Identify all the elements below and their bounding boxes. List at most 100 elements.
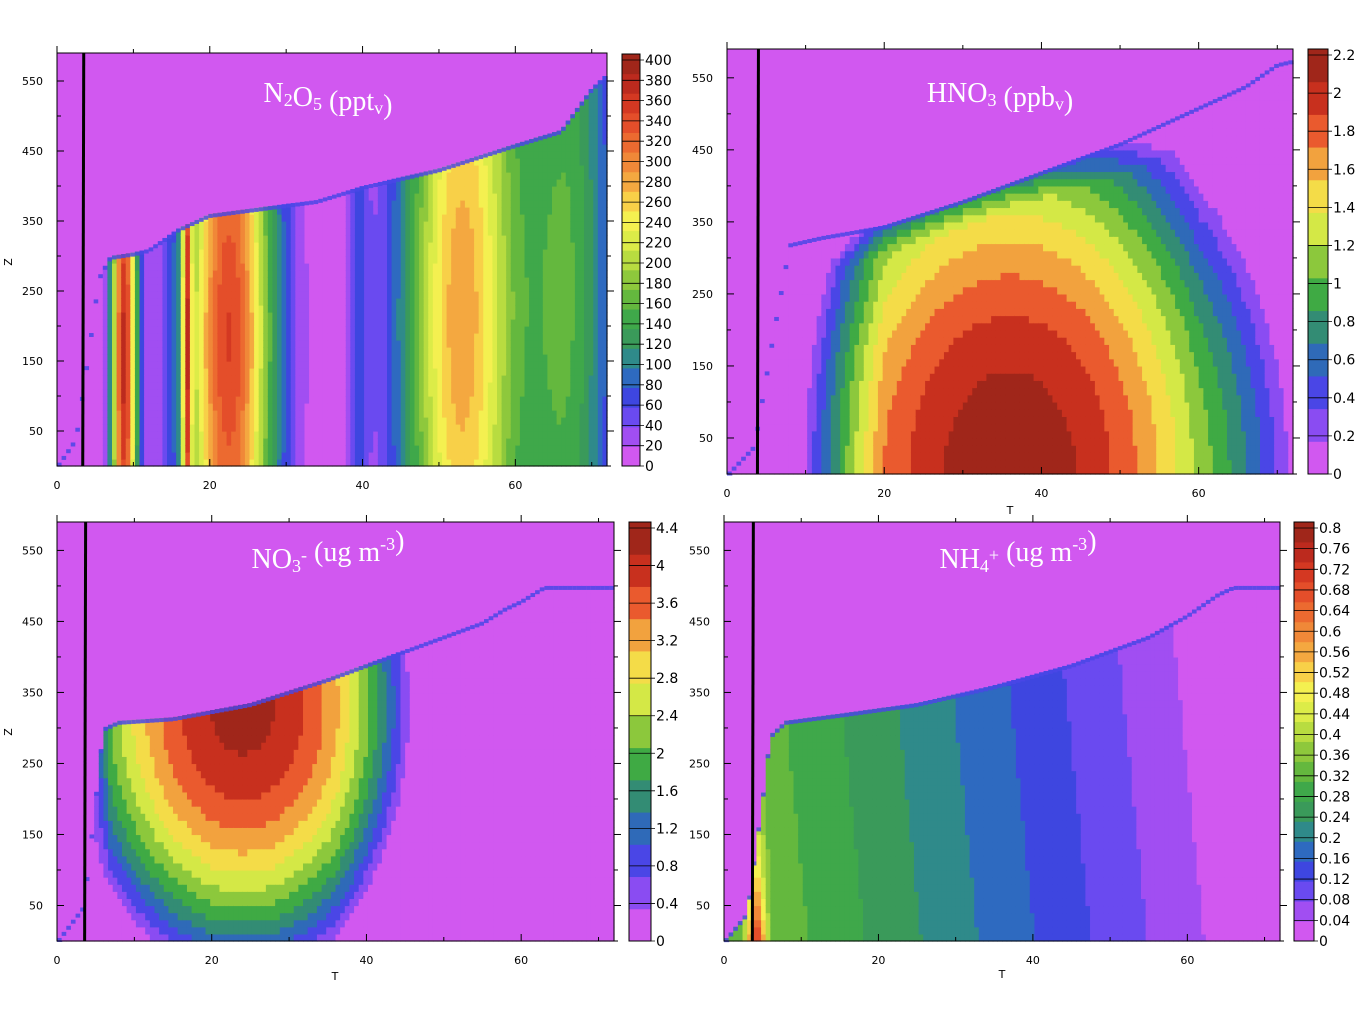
heatmap-cell (602, 368, 608, 376)
heatmap-cell (180, 298, 186, 306)
heatmap-cell (263, 375, 269, 383)
heatmap-cell (199, 291, 205, 299)
heatmap-cell (451, 214, 457, 222)
heatmap-cell (515, 235, 521, 243)
heatmap-cell (437, 284, 443, 292)
heatmap-cell (373, 221, 379, 229)
heatmap-cell (464, 382, 471, 390)
heatmap-cell (212, 452, 219, 460)
heatmap-cell (350, 410, 356, 418)
heatmap-cell (295, 305, 301, 313)
heatmap-cell (446, 410, 452, 418)
heatmap-cell (497, 228, 503, 236)
heatmap-cell (167, 354, 173, 362)
heatmap-cell (130, 263, 136, 271)
heatmap-cell (212, 347, 219, 355)
heatmap-cell (185, 354, 191, 362)
heatmap-cell (281, 312, 287, 320)
heatmap-cell (341, 305, 347, 313)
heatmap-cell (162, 291, 168, 299)
heatmap-cell (336, 291, 342, 299)
heatmap-cell (769, 387, 775, 396)
heatmap-cell (584, 389, 590, 397)
colorbar-label: 0 (645, 459, 654, 475)
colorbar: 4003803603403203002802602402202001801601… (621, 53, 672, 475)
heatmap-cell (764, 373, 771, 381)
heatmap-cell (240, 368, 246, 376)
heatmap-cell (593, 396, 599, 404)
heatmap-cell (469, 270, 475, 278)
heatmap-cell (244, 438, 251, 446)
heatmap-cell (501, 277, 507, 285)
boundary-cell (736, 461, 742, 466)
heatmap-cell (345, 438, 351, 446)
heatmap-cell (432, 186, 439, 194)
heatmap-cell (254, 284, 260, 292)
heatmap-cell (423, 431, 429, 439)
heatmap-cell (217, 382, 223, 390)
heatmap-cell (519, 431, 526, 439)
heatmap-cell (162, 396, 168, 404)
heatmap-cell (405, 207, 411, 215)
heatmap-cell (89, 431, 95, 439)
heatmap-cell (125, 424, 131, 432)
heatmap-cell (400, 256, 406, 264)
heatmap-cell (222, 214, 228, 222)
heatmap-cell (194, 291, 200, 299)
heatmap-cell (561, 242, 567, 250)
heatmap-cell (162, 263, 168, 271)
heatmap-cell (602, 109, 608, 117)
heatmap-cell (547, 158, 553, 166)
heatmap-cell (492, 431, 498, 439)
heatmap-cell (203, 424, 209, 432)
heatmap-cell (364, 291, 370, 299)
heatmap-cell (414, 242, 420, 250)
heatmap-cell (368, 228, 374, 236)
heatmap-cell (226, 424, 232, 432)
heatmap-cell (318, 382, 324, 390)
heatmap-cell (336, 410, 342, 418)
heatmap-cell (519, 389, 526, 397)
heatmap-cell (552, 172, 558, 180)
heatmap-cell (593, 270, 599, 278)
heatmap-cell (327, 438, 333, 446)
heatmap-cell (460, 417, 466, 425)
heatmap-cell (497, 284, 503, 292)
heatmap-cell (267, 326, 274, 334)
heatmap-cell (185, 438, 191, 446)
boundary-cell (148, 247, 154, 252)
heatmap-cell (327, 305, 333, 313)
colorbar-swatch (622, 328, 640, 349)
heatmap-cell (263, 242, 269, 250)
heatmap-cell (492, 221, 498, 229)
heatmap-cell (474, 305, 480, 313)
heatmap-cell (584, 144, 590, 152)
heatmap-cell (336, 256, 342, 264)
heatmap-cell (501, 207, 507, 215)
heatmap-cell (263, 277, 269, 285)
heatmap-cell (254, 396, 260, 404)
heatmap-cell (597, 102, 604, 110)
heatmap-cell (318, 263, 324, 271)
heatmap-cell (469, 319, 475, 327)
heatmap-cell (556, 151, 562, 159)
heatmap-cell (542, 361, 549, 369)
heatmap-cell (515, 319, 521, 327)
heatmap-cell (460, 263, 466, 271)
heatmap-cell (423, 459, 429, 467)
heatmap-cell (93, 347, 99, 355)
heatmap-cell (208, 298, 214, 306)
heatmap-cell (510, 249, 516, 257)
heatmap-cell (93, 389, 99, 397)
heatmap-cell (588, 109, 594, 117)
heatmap-cell (313, 361, 319, 369)
heatmap-cell (405, 354, 411, 362)
heatmap-cell (249, 326, 255, 334)
heatmap-cell (542, 298, 549, 306)
heatmap-cell (764, 380, 771, 389)
heatmap-cell (574, 431, 581, 439)
heatmap-cell (524, 375, 530, 383)
heatmap-cell (451, 277, 457, 285)
heatmap-cell (497, 319, 503, 327)
heatmap-cell (318, 375, 324, 383)
